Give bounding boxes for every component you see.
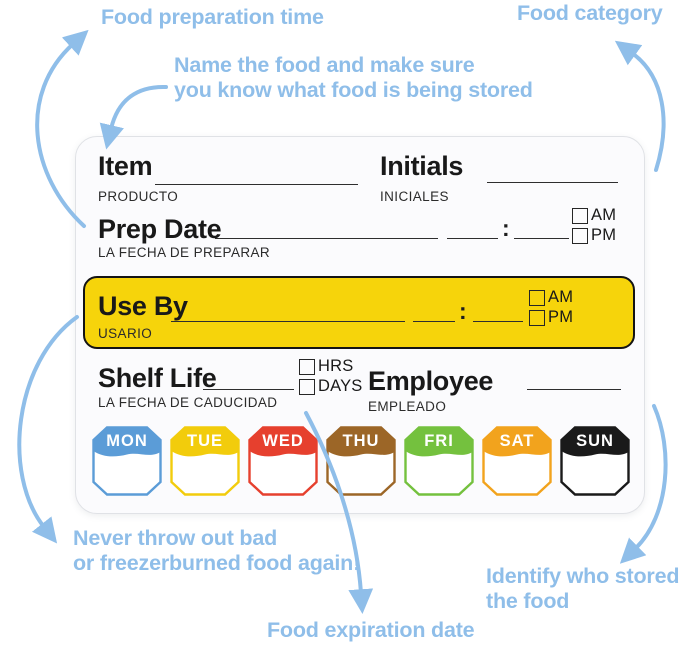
shelf-life-title: Shelf Life (98, 363, 217, 393)
prep-date-blank-line (215, 238, 438, 239)
caption-never-throw-line1: Never throw out bad (73, 526, 278, 550)
prep-time-colon: : (502, 215, 510, 241)
caption-never-throw-out: Never throw out bad or freezerburned foo… (73, 526, 360, 575)
prep-pm-label: PM (591, 226, 617, 244)
day-label: THU (342, 432, 380, 450)
caption-name-the-food-line2: you know what food is being stored (174, 77, 533, 102)
employee-blank-line (527, 389, 621, 390)
day-sticker-mon: MON (92, 426, 162, 496)
caption-food-category: Food category (517, 1, 663, 25)
day-sticker-tue: TUE (170, 426, 240, 496)
item-blank-line (155, 184, 358, 185)
sticker-octagon-icon (404, 426, 474, 496)
sticker-octagon-icon (482, 426, 552, 496)
use-by-am-checkbox (529, 290, 545, 306)
sticker-octagon-icon (560, 426, 630, 496)
day-label: SAT (499, 432, 535, 450)
initials-blank-line (487, 182, 618, 183)
prep-time-hour-line (447, 238, 498, 239)
caption-food-expiration-date: Food expiration date (267, 618, 475, 642)
prep-time-minute-line (514, 238, 569, 239)
use-by-hour-line (413, 321, 455, 322)
shelf-life-blank-line (203, 389, 294, 390)
arrow-name-the-food (99, 84, 168, 150)
day-sticker-sun: SUN (560, 426, 630, 496)
day-stickers-row: MON TUE WED TH (92, 426, 630, 496)
days-label: DAYS (318, 377, 363, 395)
item-subtitle: PRODUCTO (98, 189, 179, 204)
days-checkbox (299, 379, 315, 395)
arrow-never-throw-out (17, 315, 79, 544)
use-by-highlight-box: Use By : AM PM USARIO (83, 276, 635, 349)
day-sticker-thu: THU (326, 426, 396, 496)
day-label: MON (106, 432, 148, 450)
employee-title: Employee (368, 366, 494, 396)
initials-subtitle: INICIALES (380, 189, 449, 204)
sticker-octagon-icon (170, 426, 240, 496)
day-label: TUE (187, 432, 223, 450)
initials-title: Initials (380, 151, 464, 181)
day-sticker-fri: FRI (404, 426, 474, 496)
use-by-blank-line (171, 321, 405, 322)
employee-subtitle: EMPLEADO (368, 399, 447, 414)
prep-am-label: AM (591, 206, 617, 224)
item-title: Item (98, 151, 153, 181)
use-by-title: Use By (98, 291, 188, 321)
day-sticker-wed: WED (248, 426, 318, 496)
day-label: SUN (576, 432, 614, 450)
caption-never-throw-line2: or freezerburned food again! (73, 550, 361, 575)
prep-date-subtitle: LA FECHA DE PREPARAR (98, 245, 271, 260)
shelf-life-subtitle: LA FECHA DE CADUCIDAD (98, 395, 278, 410)
use-by-minute-line (473, 321, 523, 322)
hrs-checkbox (299, 359, 315, 375)
caption-identify-line1: Identify who stored (486, 564, 679, 588)
use-by-colon: : (459, 298, 467, 324)
day-label: FRI (424, 432, 454, 450)
day-label: WED (262, 432, 304, 450)
prep-am-checkbox (572, 208, 588, 224)
hrs-label: HRS (318, 357, 354, 375)
caption-name-the-food: Name the food and make sure you know wha… (174, 53, 533, 102)
caption-identify-line2: the food (486, 588, 570, 613)
use-by-pm-checkbox (529, 310, 545, 326)
prep-date-title: Prep Date (98, 214, 222, 244)
use-by-am-label: AM (548, 288, 574, 306)
sticker-octagon-icon (92, 426, 162, 496)
use-by-subtitle: USARIO (98, 326, 153, 341)
caption-identify-who-stored: Identify who stored the food (486, 564, 679, 613)
prep-pm-checkbox (572, 228, 588, 244)
food-label-card: Item PRODUCTO Initials INICIALES Prep Da… (75, 136, 645, 514)
caption-name-the-food-line1: Name the food and make sure (174, 53, 475, 77)
day-sticker-sat: SAT (482, 426, 552, 496)
caption-food-preparation-time: Food preparation time (101, 5, 324, 29)
use-by-pm-label: PM (548, 308, 574, 326)
